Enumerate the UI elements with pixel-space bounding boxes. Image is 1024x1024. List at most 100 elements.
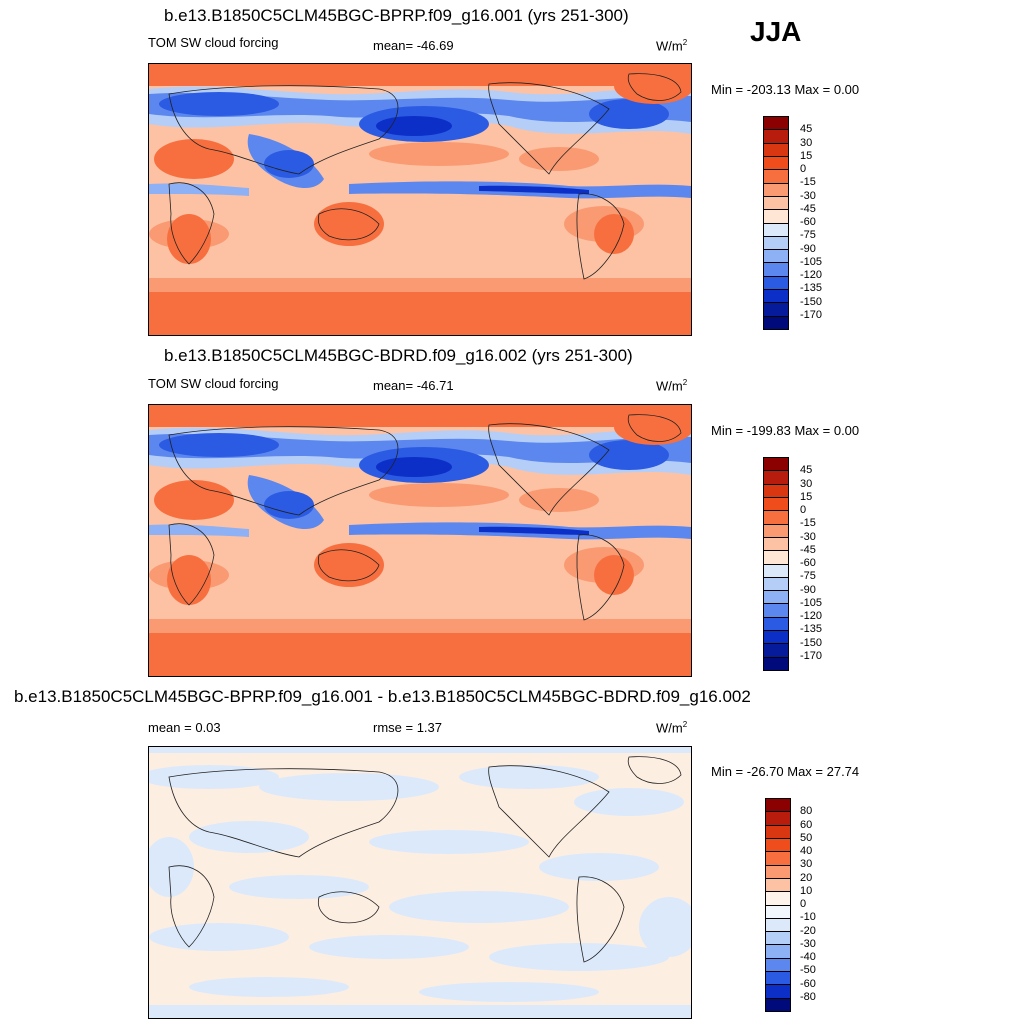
colorbar-tick-label: -30 (800, 189, 816, 202)
colorbar-swatch (764, 236, 788, 251)
panel-3-rmse-label: rmse = 1.37 (373, 720, 443, 735)
colorbar-swatch (764, 631, 788, 645)
colorbar-tick-label: -60 (800, 557, 816, 569)
colorbar-tick-label: -40 (800, 951, 816, 963)
colorbar-swatch (764, 604, 788, 618)
colorbar-tick-label: -90 (800, 242, 816, 255)
colorbar-swatch (764, 551, 788, 565)
colorbar-tick-label: 30 (800, 858, 813, 871)
colorbar-tick-label: -135 (800, 623, 823, 636)
colorbar-tick-label: -150 (800, 636, 823, 649)
colorbar-tick-label: -30 (800, 937, 816, 950)
colorbar-swatch (764, 130, 788, 144)
colorbar-tick-label: 40 (800, 845, 813, 857)
colorbar-tick-label: -45 (800, 202, 816, 215)
panel-3-title: b.e13.B1850C5CLM45BGC-BPRP.f09_g16.001 -… (14, 687, 751, 706)
colorbar-swatch (764, 276, 788, 291)
panel-2-map (148, 404, 692, 677)
panel-2-variable-label: TOM SW cloud forcing (148, 376, 279, 391)
colorbar-swatch (766, 932, 790, 946)
panel-1-colorbar (763, 116, 789, 330)
colorbar-tick-label: 80 (800, 805, 813, 818)
colorbar-swatch (764, 117, 788, 131)
panel-3-units: W/m2 (656, 720, 688, 736)
panel-1-minmax: Min = -203.13 Max = 0.00 (711, 82, 860, 97)
colorbar-swatch (764, 564, 788, 578)
colorbar-tick-label: -45 (800, 543, 816, 556)
colorbar-tick-label: -105 (800, 255, 823, 268)
colorbar-tick-label: 45 (800, 464, 813, 477)
colorbar-tick-label: -50 (800, 964, 816, 977)
colorbar-swatch (764, 303, 788, 317)
colorbar-tick-label: 10 (800, 884, 813, 897)
panel-2-units: W/m2 (656, 378, 688, 394)
colorbar-swatch (764, 497, 788, 512)
colorbar-tick-label: 60 (800, 818, 813, 831)
colorbar-tick-label: -135 (800, 282, 823, 295)
colorbar-swatch (764, 591, 788, 605)
colorbar-tick-label: -75 (800, 570, 816, 583)
colorbar-tick-label: 45 (800, 123, 813, 136)
colorbar-tick-label: 50 (800, 831, 813, 844)
colorbar-tick-label: -120 (800, 269, 823, 281)
panel-1-mean-label: mean= -46.69 (373, 38, 454, 53)
colorbar-tick-label: 0 (800, 898, 807, 910)
colorbar-swatch (766, 945, 790, 959)
season-label: JJA (750, 16, 802, 47)
panel-2-colorbar (763, 457, 789, 671)
colorbar-swatch (766, 865, 790, 879)
panel-1-variable-label: TOM SW cloud forcing (148, 35, 279, 50)
colorbar-swatch (764, 250, 788, 264)
panel-3-mean-label: mean = 0.03 (148, 720, 221, 735)
colorbar-tick-label: -30 (800, 530, 816, 543)
colorbar-tick-label: -60 (800, 216, 816, 228)
panel-2-mean-label: mean= -46.71 (373, 378, 454, 393)
panel-1-title: b.e13.B1850C5CLM45BGC-BPRP.f09_g16.001 (… (164, 6, 629, 25)
colorbar-swatch (764, 210, 788, 224)
colorbar-swatch (764, 511, 788, 525)
colorbar-swatch (766, 852, 790, 866)
colorbar-swatch (764, 657, 788, 670)
panel-2-title: b.e13.B1850C5CLM45BGC-BDRD.f09_g16.002 (… (164, 346, 633, 365)
colorbar-tick-label: 30 (800, 477, 813, 490)
panel-1-units: W/m2 (656, 38, 688, 54)
colorbar-swatch (764, 484, 788, 498)
colorbar-tick-label: -80 (800, 990, 816, 1003)
colorbar-tick-label: 15 (800, 149, 813, 162)
panel-2-minmax: Min = -199.83 Max = 0.00 (711, 423, 860, 438)
colorbar-tick-label: -120 (800, 610, 823, 622)
colorbar-tick-label: 0 (800, 163, 807, 175)
colorbar-swatch (764, 196, 788, 211)
colorbar-swatch (766, 892, 790, 906)
colorbar-swatch (766, 905, 790, 919)
colorbar-swatch (766, 825, 790, 839)
colorbar-tick-label: -15 (800, 176, 816, 189)
colorbar-tick-label: -75 (800, 229, 816, 242)
panel-3-map (148, 746, 692, 1019)
colorbar-swatch (766, 878, 790, 893)
colorbar-tick-label: -170 (800, 649, 823, 662)
colorbar-swatch (764, 537, 788, 552)
colorbar-swatch (764, 644, 788, 658)
colorbar-tick-label: 15 (800, 490, 813, 503)
colorbar-tick-label: -60 (800, 977, 816, 990)
colorbar-swatch (764, 316, 788, 329)
colorbar-swatch (766, 812, 790, 826)
colorbar-tick-label: -170 (800, 308, 823, 321)
colorbar-swatch (766, 958, 790, 973)
colorbar-tick-label: -20 (800, 924, 816, 937)
colorbar-swatch (766, 972, 790, 986)
colorbar-swatch (766, 799, 790, 813)
colorbar-swatch (764, 290, 788, 304)
colorbar-swatch (764, 524, 788, 538)
colorbar-swatch (764, 458, 788, 472)
colorbar-tick-label: -90 (800, 583, 816, 596)
colorbar-swatch (764, 170, 788, 184)
colorbar-tick-label: 20 (800, 871, 813, 884)
colorbar-swatch (764, 143, 788, 157)
colorbar-swatch (766, 985, 790, 999)
colorbar-swatch (766, 918, 790, 933)
colorbar-swatch (764, 156, 788, 171)
colorbar-tick-label: -10 (800, 911, 816, 924)
colorbar-swatch (764, 577, 788, 592)
